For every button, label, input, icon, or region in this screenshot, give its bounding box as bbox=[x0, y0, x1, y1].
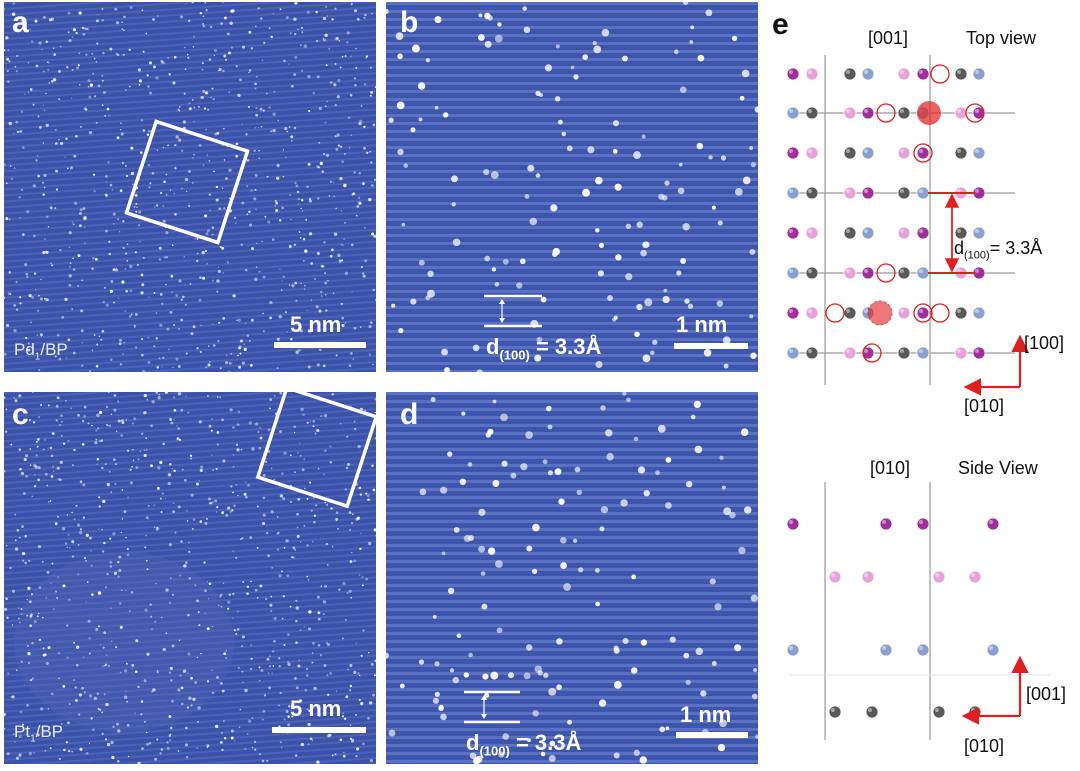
side-view-axis-label: [010] bbox=[870, 458, 911, 478]
scale-bar-d bbox=[676, 732, 748, 738]
top-view-crystal-diagram bbox=[786, 55, 1029, 396]
top-view-direction-100: [100] bbox=[1024, 333, 1065, 353]
scale-bar-label-c: 5 nm bbox=[290, 696, 342, 721]
top-view-direction-010: [010] bbox=[964, 396, 1005, 416]
stem-image-b bbox=[386, 2, 758, 372]
scale-bar-label-d: 1 nm bbox=[680, 702, 732, 727]
zoom-region-box bbox=[124, 119, 250, 245]
panel-label-e: e bbox=[772, 8, 789, 41]
panel-label-a: a bbox=[12, 6, 29, 39]
side-view-crystal-diagram bbox=[786, 482, 1050, 740]
side-view-direction-010: [010] bbox=[964, 736, 1005, 756]
panel-c-stem-image: c Pt1/BP 5 nm bbox=[4, 392, 376, 764]
panel-a-stem-image: a Pd1/BP 5 nm bbox=[4, 2, 376, 372]
stem-image-a bbox=[4, 2, 376, 372]
sample-label-c: Pt1/BP bbox=[14, 722, 64, 745]
scale-bar-a bbox=[274, 342, 366, 348]
top-view-d-spacing-label: d(100)= 3.3Å bbox=[954, 238, 1043, 262]
scale-bar-b bbox=[674, 343, 748, 349]
panel-d-stem-image: d d(100) = 3.3Å 1 nm bbox=[386, 392, 758, 764]
scale-bar-c bbox=[272, 727, 366, 733]
top-view-title: Top view bbox=[966, 28, 1037, 48]
side-view-title: Side View bbox=[958, 458, 1038, 478]
side-view-direction-001: [001] bbox=[1026, 684, 1067, 704]
d-spacing-label-d: d(100) = 3.3Å bbox=[466, 730, 582, 759]
sample-label-a: Pd1/BP bbox=[14, 340, 68, 363]
panel-label-b: b bbox=[400, 6, 419, 39]
scale-bar-label-a: 5 nm bbox=[290, 312, 342, 337]
scale-bar-label-b: 1 nm bbox=[676, 312, 728, 337]
stem-image-c bbox=[4, 392, 376, 764]
panel-b-stem-image: b d(100) = 3.3Å 1 nm bbox=[386, 2, 758, 372]
d-spacing-label-b: d(100) = 3.3Å bbox=[486, 334, 602, 363]
zoom-region-box bbox=[255, 392, 376, 509]
stem-image-d bbox=[386, 392, 758, 764]
panel-label-d: d bbox=[400, 398, 419, 431]
top-view-axis-label: [001] bbox=[868, 28, 909, 48]
panel-label-c: c bbox=[12, 398, 29, 431]
